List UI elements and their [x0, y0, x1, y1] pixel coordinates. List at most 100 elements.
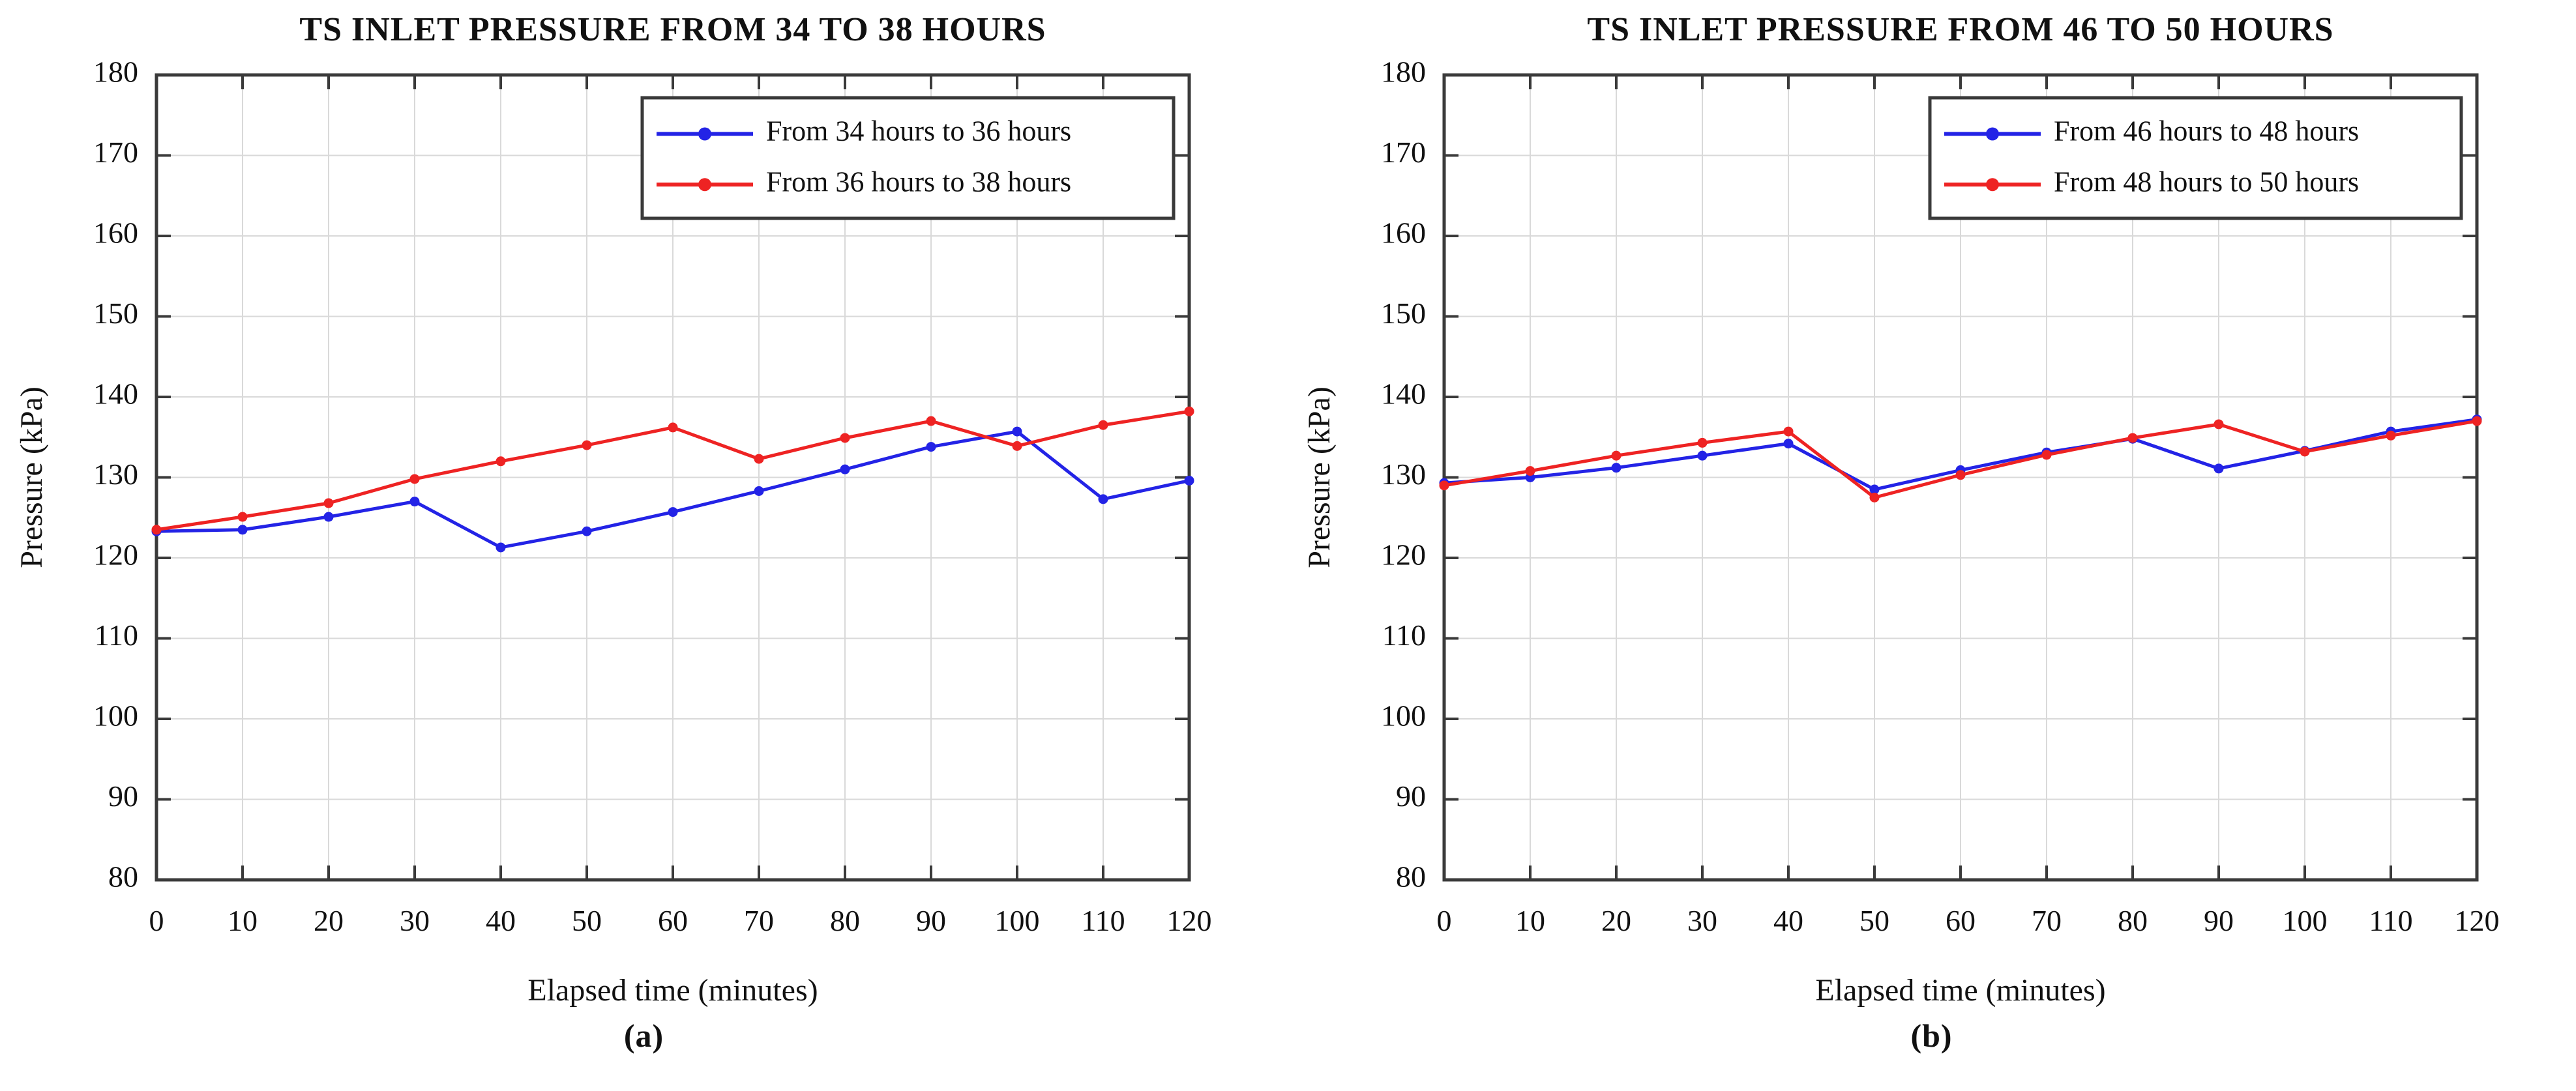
data-point-marker — [1611, 450, 1621, 461]
data-point-marker — [2300, 446, 2310, 457]
legend-box — [1928, 96, 2463, 220]
data-point-marker — [1869, 484, 1880, 495]
x-tick-label: 0 — [149, 904, 164, 937]
y-tick-label: 170 — [1381, 136, 1426, 169]
data-point-marker — [151, 525, 162, 535]
x-tick-label: 40 — [1773, 904, 1803, 937]
pressure-chart-b: 0 10 20 30 40 50 60 70 80 90 100 110 120 80 90 100 110 12… — [1302, 11, 2500, 1008]
x-tick-label: 70 — [744, 904, 774, 937]
x-tick-label: 100 — [995, 904, 1040, 937]
data-point-marker — [2472, 416, 2482, 426]
x-tick-label: 50 — [1859, 904, 1889, 937]
x-tick-label: 30 — [400, 904, 430, 937]
legend-label: From 36 hours to 38 hours — [766, 166, 1071, 197]
y-tick-label: 130 — [93, 458, 138, 491]
data-point-marker — [1184, 475, 1194, 486]
x-tick-label: 110 — [2369, 904, 2412, 937]
legend-marker — [1986, 178, 1999, 192]
x-tick-label: 0 — [1437, 904, 1452, 937]
data-point-marker — [2386, 430, 2396, 441]
data-point-marker — [840, 464, 850, 474]
legend-label: From 46 hours to 48 hours — [2054, 115, 2359, 147]
y-tick-label: 120 — [1381, 538, 1426, 572]
data-point-marker — [1783, 426, 1794, 437]
legend-label: From 34 hours to 36 hours — [766, 115, 1071, 147]
x-tick-label: 10 — [1515, 904, 1545, 937]
y-tick-label: 110 — [1382, 618, 1426, 652]
data-point-marker — [1869, 492, 1880, 502]
x-tick-label: 40 — [486, 904, 516, 937]
y-tick-label: 100 — [93, 699, 138, 733]
data-point-marker — [1955, 470, 1966, 480]
data-point-marker — [668, 422, 678, 433]
y-tick-label: 140 — [93, 377, 138, 411]
data-point-marker — [1783, 439, 1794, 449]
y-axis-label: Pressure (kPa) — [14, 386, 49, 568]
x-tick-label: 80 — [2118, 904, 2148, 937]
y-tick-label: 140 — [1381, 377, 1426, 411]
y-axis-label: Pressure (kPa) — [1302, 386, 1337, 568]
x-axis-label: Elapsed time (minutes) — [527, 973, 818, 1008]
y-tick-label: 160 — [93, 216, 138, 250]
data-point-marker — [926, 416, 936, 426]
y-tick-label: 110 — [95, 618, 138, 652]
data-point-marker — [754, 454, 764, 464]
y-tick-label: 90 — [108, 779, 138, 813]
data-point-marker — [323, 512, 334, 522]
data-point-marker — [2213, 419, 2224, 429]
y-tick-label: 120 — [93, 538, 138, 572]
x-tick-label: 100 — [2283, 904, 2328, 937]
data-point-marker — [582, 440, 592, 450]
x-tick-label: 60 — [1946, 904, 1976, 937]
data-point-marker — [1697, 450, 1708, 461]
x-tick-label: 20 — [1601, 904, 1631, 937]
y-tick-label: 170 — [93, 136, 138, 169]
data-point-marker — [323, 498, 334, 508]
data-point-marker — [409, 497, 420, 507]
data-point-marker — [840, 433, 850, 443]
x-tick-label: 110 — [1081, 904, 1125, 937]
data-point-marker — [496, 542, 506, 553]
data-point-marker — [582, 526, 592, 536]
data-point-marker — [1098, 494, 1108, 504]
x-tick-label: 60 — [658, 904, 688, 937]
x-tick-label: 120 — [2455, 904, 2500, 937]
y-tick-label: 150 — [93, 297, 138, 330]
x-axis-label: Elapsed time (minutes) — [1815, 973, 2105, 1008]
y-tick-label: 130 — [1381, 458, 1426, 491]
x-tick-label: 30 — [1687, 904, 1717, 937]
data-point-marker — [2127, 433, 2138, 443]
data-point-marker — [1012, 426, 1022, 437]
y-tick-label: 90 — [1396, 779, 1426, 813]
chart-panel-b: 0 10 20 30 40 50 60 70 80 90 100 110 120 80 90 100 110 12… — [1288, 0, 2575, 1091]
data-point-marker — [1697, 437, 1708, 448]
legend-label: From 48 hours to 50 hours — [2054, 166, 2359, 197]
y-tick-label: 100 — [1381, 699, 1426, 733]
data-point-marker — [926, 442, 936, 452]
x-tick-label: 120 — [1167, 904, 1212, 937]
y-tick-label: 150 — [1381, 297, 1426, 330]
y-tick-label: 80 — [108, 860, 138, 894]
data-point-marker — [1184, 406, 1194, 416]
data-point-marker — [1525, 466, 1535, 476]
data-point-marker — [1098, 420, 1108, 430]
data-point-marker — [1012, 441, 1022, 451]
chart-title: TS INLET PRESSURE FROM 34 TO 38 HOURS — [299, 11, 1046, 48]
y-tick-label: 180 — [93, 55, 138, 89]
x-tick-label: 70 — [2032, 904, 2062, 937]
y-tick-label: 80 — [1396, 860, 1426, 894]
legend-marker — [698, 127, 711, 141]
data-point-marker — [1611, 463, 1621, 473]
x-tick-label: 20 — [314, 904, 344, 937]
x-tick-label: 90 — [916, 904, 946, 937]
x-tick-label: 80 — [830, 904, 860, 937]
data-point-marker — [668, 507, 678, 517]
x-tick-label: 50 — [572, 904, 602, 937]
chart-panel-a: 0 10 20 30 40 50 60 70 80 90 100 110 120 80 90 100 110 12… — [14, 11, 1212, 1054]
data-point-marker — [1439, 480, 1449, 491]
chart-b-caption: (b) — [1910, 1017, 1953, 1054]
data-point-marker — [237, 525, 248, 535]
chart-title: TS INLET PRESSURE FROM 46 TO 50 HOURS — [1587, 11, 2333, 48]
data-point-marker — [754, 486, 764, 496]
